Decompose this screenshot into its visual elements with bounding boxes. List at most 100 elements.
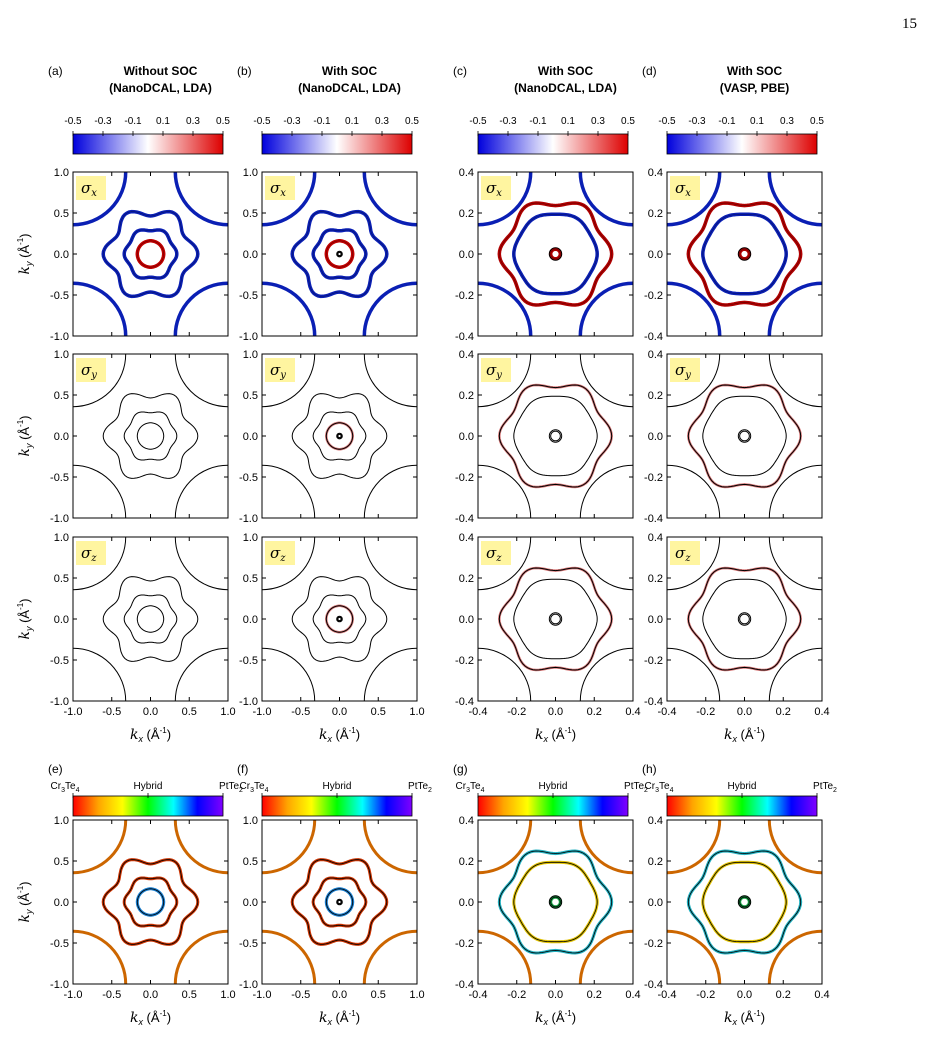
contour-line <box>550 430 561 442</box>
y-tick-label: 1.0 <box>54 349 69 361</box>
y-tick-label: 1.0 <box>243 815 258 827</box>
colorbar-tick-label: -0.5 <box>253 116 271 127</box>
y-tick-label: 0.2 <box>648 573 663 585</box>
colorbar-tick-label: -0.5 <box>64 116 82 127</box>
y-axis-label: ky (Å-1) <box>16 598 34 639</box>
contour-panel: σz <box>477 536 634 702</box>
x-tick-label: -0.4 <box>469 706 488 718</box>
y-tick-label: 0.2 <box>459 208 474 220</box>
contour-panel: σz <box>666 536 823 702</box>
x-axis-label: kx (Å-1) <box>130 726 171 744</box>
y-tick-label: 0.5 <box>243 856 258 868</box>
sigma-label-bg <box>670 358 700 382</box>
y-tick-label: -0.2 <box>455 655 474 667</box>
y-tick-label: 0.4 <box>648 167 663 179</box>
x-tick-label: 0.0 <box>737 706 752 718</box>
y-tick-label: -0.2 <box>455 290 474 302</box>
panel-letter: (g) <box>453 762 468 776</box>
x-tick-label: 0.0 <box>548 989 563 1001</box>
y-tick-label: -0.4 <box>644 979 663 991</box>
colorbar-tick-label: -0.1 <box>313 116 331 127</box>
x-tick-label: -0.4 <box>469 989 488 1001</box>
y-tick-label: 0.0 <box>648 614 663 626</box>
colorbar-right-label: PtTe2 <box>624 781 648 794</box>
y-tick-label: 0.0 <box>648 431 663 443</box>
contour-line <box>686 201 803 307</box>
colorbar-tick-label: 0.3 <box>186 116 200 127</box>
x-tick-label: 0.0 <box>737 989 752 1001</box>
y-tick-label: 0.0 <box>54 614 69 626</box>
x-tick-label: 1.0 <box>409 706 424 718</box>
x-tick-label: 0.0 <box>143 989 158 1001</box>
x-tick-label: -0.5 <box>102 989 121 1001</box>
colorbar-tick-label: 0.1 <box>561 116 575 127</box>
contour-line <box>498 384 613 488</box>
contour-line <box>291 393 388 479</box>
contour-panel: σx <box>261 171 418 337</box>
y-tick-label: 0.0 <box>243 897 258 909</box>
panel-letter: (f) <box>237 762 248 776</box>
colorbar-tick-label: -0.1 <box>124 116 142 127</box>
y-tick-label: 0.0 <box>243 249 258 261</box>
y-tick-label: 0.2 <box>648 856 663 868</box>
y-tick-label: 0.4 <box>459 349 474 361</box>
y-tick-label: 0.4 <box>459 815 474 827</box>
contour-line <box>136 422 165 450</box>
x-axis-label: kx (Å-1) <box>319 726 360 744</box>
column-subtitle: (NanoDCAL, LDA) <box>514 81 617 95</box>
y-tick-label: 0.0 <box>54 249 69 261</box>
x-tick-label: -0.2 <box>507 989 526 1001</box>
y-tick-label: -0.5 <box>239 655 258 667</box>
contour-line <box>325 605 354 633</box>
colorbar-tick-label: 0.5 <box>405 116 419 127</box>
contour-panel: σy <box>72 353 229 519</box>
x-axis-label: kx (Å-1) <box>724 1009 765 1027</box>
colorbar-mid-label: Hybrid <box>323 781 352 792</box>
y-tick-label: 0.2 <box>459 390 474 402</box>
x-tick-label: -0.2 <box>696 989 715 1001</box>
y-tick-label: -0.4 <box>455 696 474 708</box>
contour-line <box>312 411 367 461</box>
y-tick-label: 0.0 <box>243 614 258 626</box>
x-tick-label: 1.0 <box>220 706 235 718</box>
y-tick-label: 0.2 <box>459 856 474 868</box>
x-axis-label: kx (Å-1) <box>319 1009 360 1027</box>
spin-colorbar <box>261 133 413 155</box>
y-axis-label: ky (Å-1) <box>16 415 34 456</box>
x-tick-label: -0.5 <box>102 706 121 718</box>
y-tick-label: 0.2 <box>459 573 474 585</box>
contour-line <box>123 594 178 644</box>
colorbar-tick-label: 0.5 <box>810 116 824 127</box>
colorbar-right-label: PtTe2 <box>813 781 837 794</box>
contour-line <box>101 209 200 299</box>
contour-line <box>122 228 179 280</box>
column-title: Without SOC <box>124 64 198 78</box>
contour-panel: σz <box>72 536 229 702</box>
x-tick-label: 0.4 <box>625 706 640 718</box>
y-tick-label: -0.4 <box>644 696 663 708</box>
colorbar-tick-label: -0.5 <box>469 116 487 127</box>
y-tick-label: 0.5 <box>54 390 69 402</box>
y-tick-label: -0.4 <box>455 513 474 525</box>
contour-line <box>291 576 388 662</box>
colorbar-tick-label: -0.3 <box>94 116 112 127</box>
column-title: With SOC <box>322 64 378 78</box>
y-tick-label: -1.0 <box>50 513 69 525</box>
contour-panel: σx <box>666 171 823 337</box>
contour-line <box>739 430 750 442</box>
colorbar-tick-label: 0.1 <box>750 116 764 127</box>
contour-panel <box>72 819 229 985</box>
contour-panel: σx <box>72 171 229 337</box>
y-tick-label: 0.0 <box>54 431 69 443</box>
panel-letter: (d) <box>642 64 657 78</box>
y-tick-label: 1.0 <box>243 167 258 179</box>
contour-line <box>513 395 598 477</box>
colorbar-tick-label: -0.1 <box>718 116 736 127</box>
contour-line <box>325 422 354 450</box>
y-tick-label: 0.5 <box>243 390 258 402</box>
y-tick-label: 0.0 <box>459 249 474 261</box>
contour-line <box>290 858 389 946</box>
contour-line <box>687 567 802 671</box>
colorbar-tick-label: 0.5 <box>621 116 635 127</box>
contour-line <box>512 212 599 296</box>
